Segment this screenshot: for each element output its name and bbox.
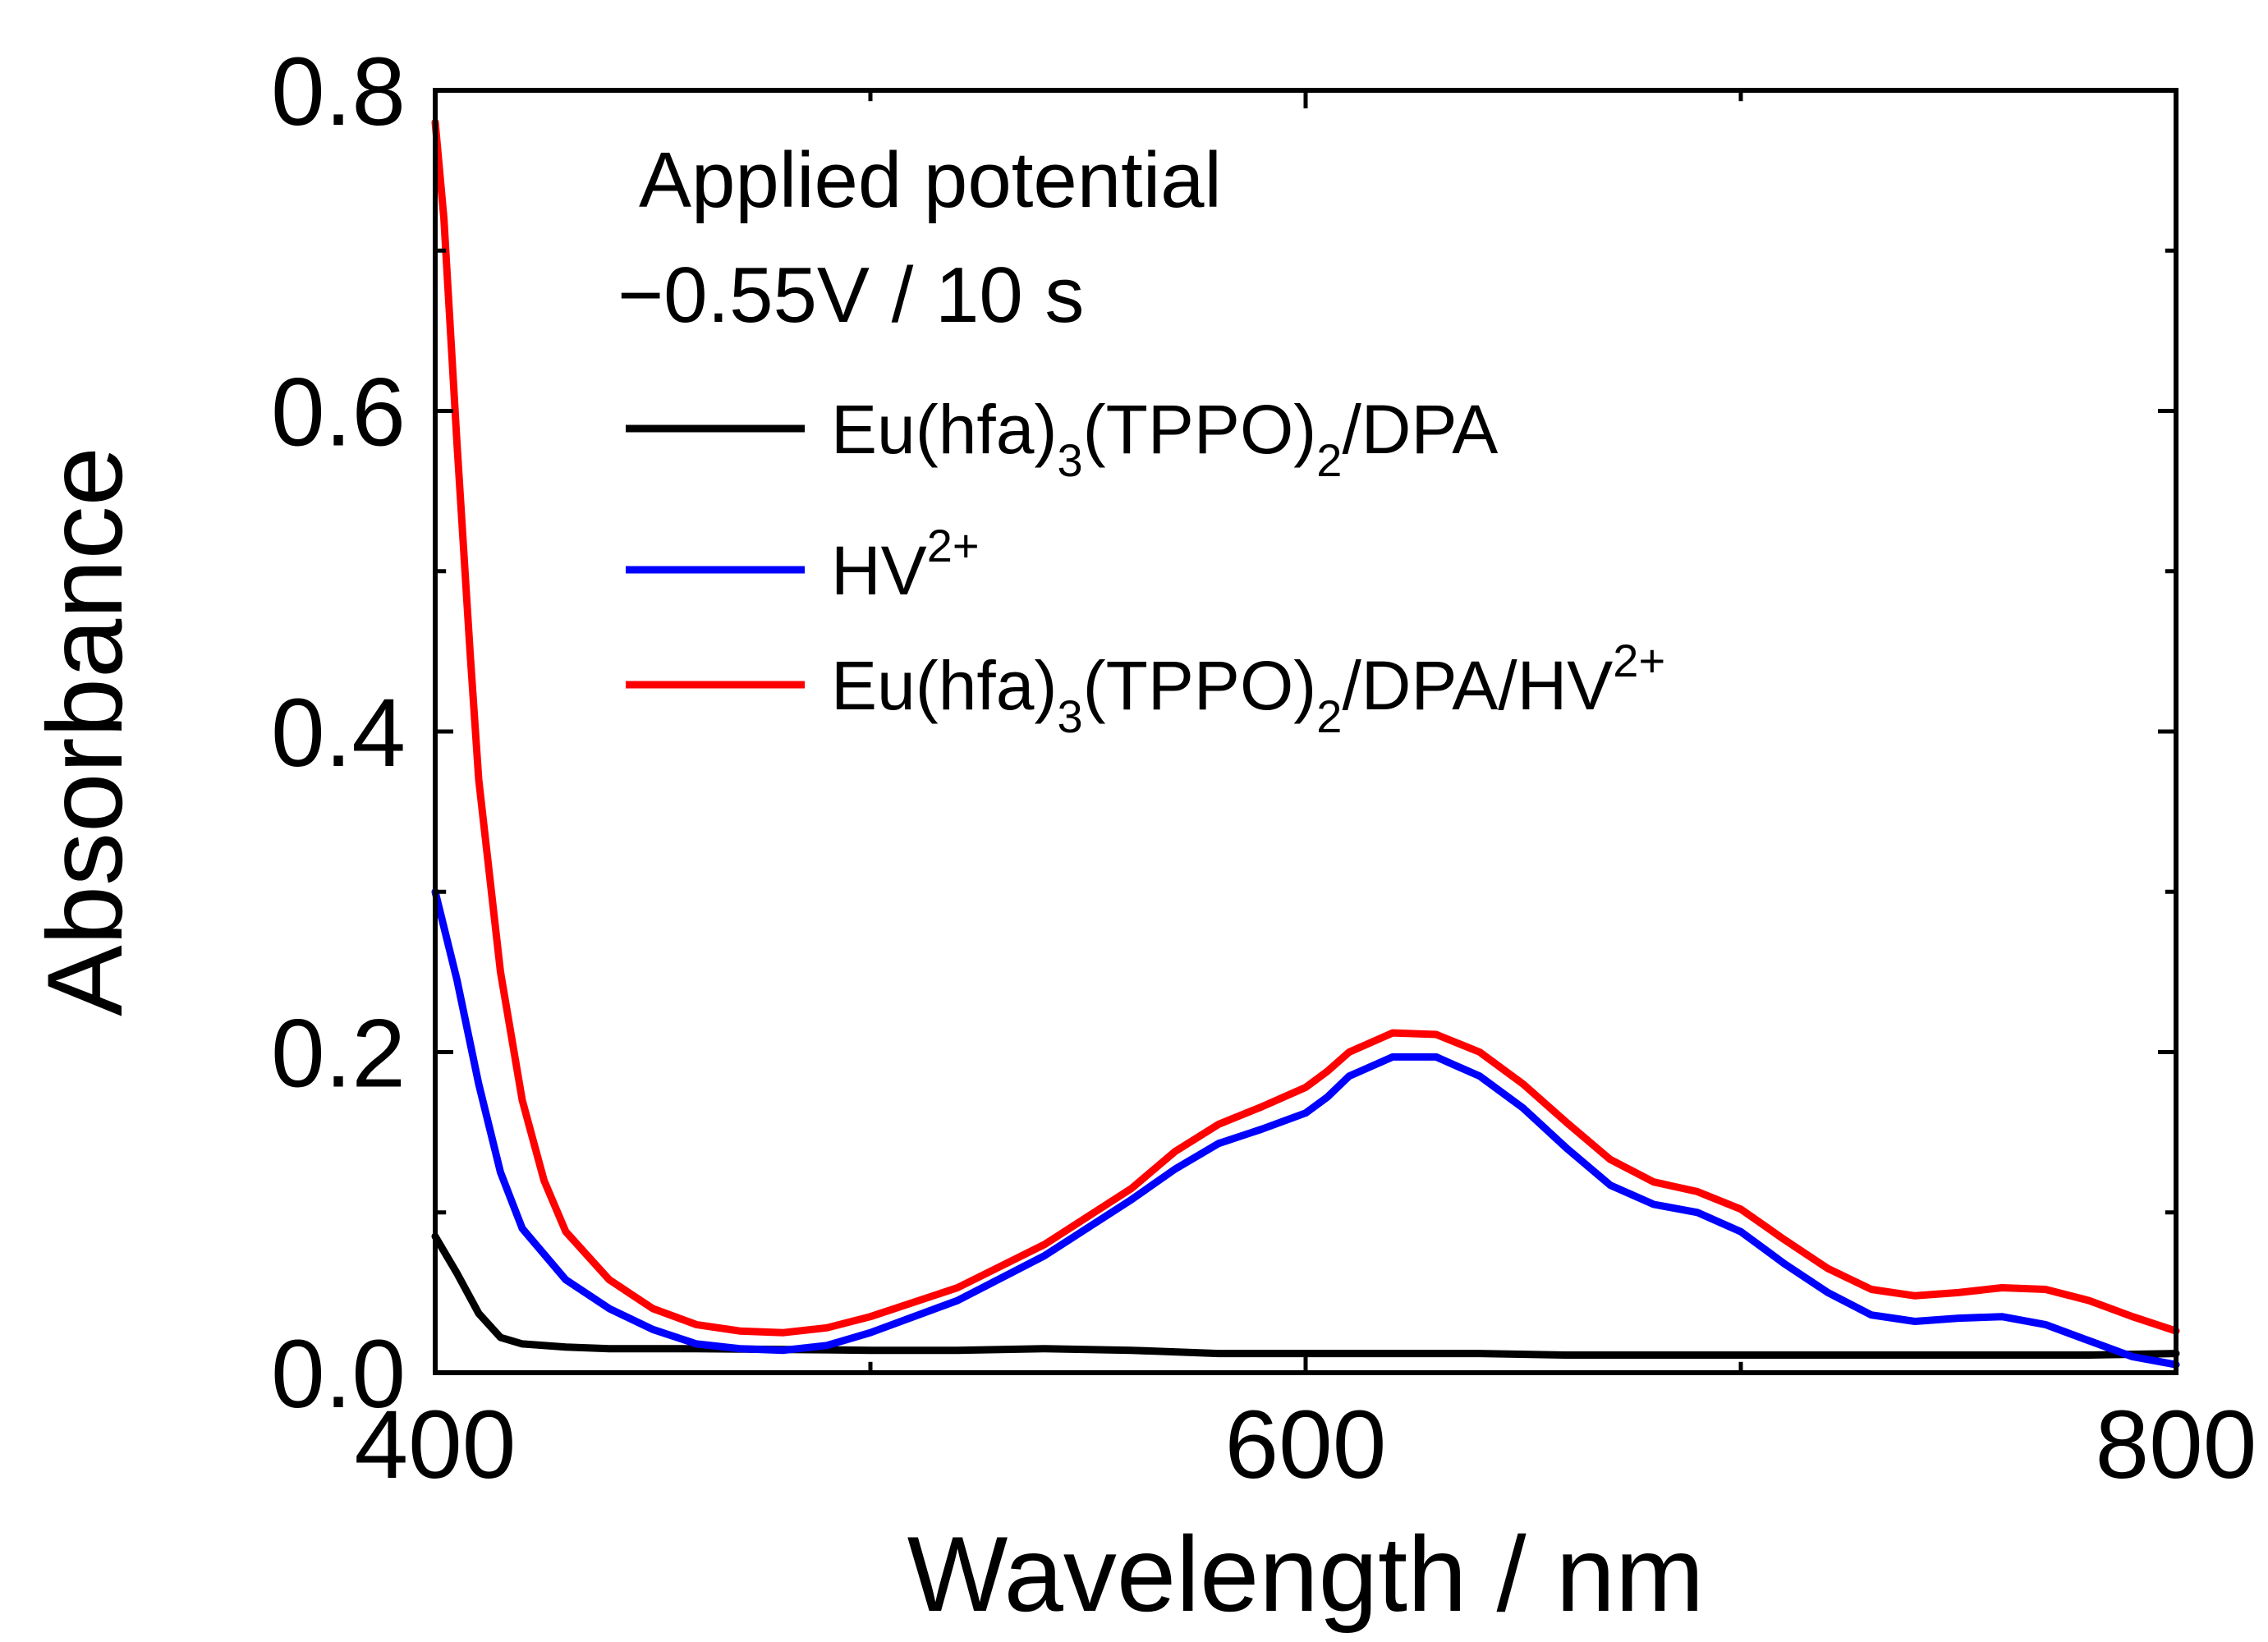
- legend-label-eu-dpa-hv: Eu(hfa)3(TPPO)2/DPA/HV2+: [831, 635, 1665, 742]
- x-tick-label: 600: [1225, 1391, 1387, 1499]
- legend-label-eu-dpa: Eu(hfa)3(TPPO)2/DPA: [831, 391, 1498, 486]
- y-tick-label: 0.2: [271, 1000, 406, 1108]
- legend: Eu(hfa)3(TPPO)2/DPA HV2+ Eu(hfa)3(TPPO)2…: [626, 391, 1665, 742]
- annotation-line2: −0.55V / 10 s: [618, 251, 1084, 339]
- y-tick-label: 0.4: [271, 679, 406, 787]
- series-line-2: [431, 118, 2180, 1337]
- x-tick-label: 800: [2096, 1391, 2257, 1499]
- y-axis-title: Absorbance: [25, 447, 145, 1016]
- y-tick-label: 0.6: [271, 359, 406, 467]
- plot-lines: [431, 118, 2180, 1369]
- y-tick-label: 0.0: [271, 1320, 406, 1429]
- x-axis-title: Wavelength / nm: [907, 1514, 1705, 1634]
- series-line-1: [431, 888, 2180, 1369]
- legend-label-hv: HV2+: [831, 520, 980, 609]
- x-tick-label: 400: [355, 1391, 516, 1499]
- y-tick-label: 0.8: [271, 38, 406, 146]
- annotation-line1: Applied potential: [639, 136, 1222, 224]
- axis-ticks: 400 600 800 0.0 0.2 0.4 0.6 0.8: [271, 38, 2257, 1499]
- annotation: Applied potential −0.55V / 10 s: [618, 136, 1222, 339]
- series-line-0: [431, 1232, 2180, 1359]
